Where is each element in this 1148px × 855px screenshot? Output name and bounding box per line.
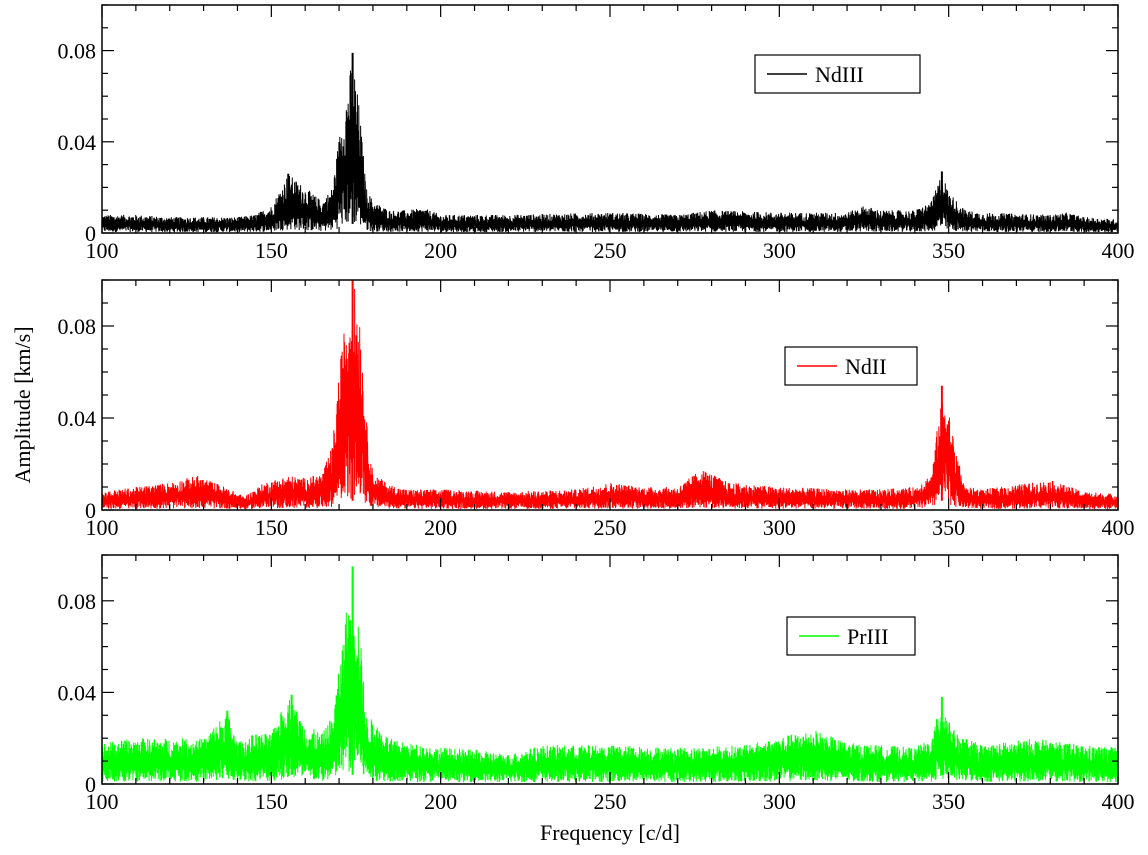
- y-tick-label: 0: [85, 221, 96, 246]
- x-tick-label: 200: [424, 238, 457, 263]
- x-tick-label: 400: [1102, 238, 1135, 263]
- series-ndii-line: [102, 288, 1118, 510]
- series-ndiii-line: [102, 66, 1118, 233]
- x-tick-label: 150: [255, 789, 288, 814]
- panel-ndii: 100 150 200 250 300 350 400 0 0.04 0.08 NdII: [58, 279, 1135, 540]
- x-tick-label: 250: [594, 515, 627, 540]
- x-tick-label: 200: [424, 515, 457, 540]
- x-tick-label: 100: [86, 238, 119, 263]
- x-tick-label: 250: [594, 238, 627, 263]
- x-tick-label: 350: [932, 789, 965, 814]
- y-tick-label: 0.08: [58, 314, 97, 339]
- plot-frame: [101, 279, 1119, 511]
- y-tick-label: 0.08: [58, 39, 97, 64]
- legend-label: NdIII: [815, 62, 864, 87]
- x-tick-label: 200: [424, 789, 457, 814]
- y-tick-label: 0.04: [58, 406, 97, 431]
- x-tick-label: 300: [763, 238, 796, 263]
- x-tick-label: 150: [255, 515, 288, 540]
- plot-frame: [101, 4, 1119, 234]
- legend-label: NdII: [845, 354, 887, 379]
- x-tick-label: 350: [932, 238, 965, 263]
- y-tick-label: 0.04: [58, 680, 97, 705]
- panel-priii: 100 150 200 250 300 350 400 0 0.04 0.08 PrIII: [58, 554, 1135, 814]
- x-tick-label: 300: [763, 789, 796, 814]
- x-tick-label: 150: [255, 238, 288, 263]
- y-axis-title: Amplitude [km/s]: [10, 326, 35, 483]
- y-tick-label: 0.08: [58, 589, 97, 614]
- y-tick-label: 0.04: [58, 130, 97, 155]
- x-tick-label: 300: [763, 515, 796, 540]
- x-tick-label: 400: [1102, 515, 1135, 540]
- x-axis-title: Frequency [c/d]: [540, 820, 680, 845]
- y-tick-label: 0: [85, 498, 96, 523]
- series-priii-line: [102, 576, 1118, 783]
- legend-label: PrIII: [847, 624, 889, 649]
- x-tick-label: 100: [86, 515, 119, 540]
- x-tick-label: 100: [86, 789, 119, 814]
- panel-ndiii: 100 150 200 250 300 350 400 0 0.04 0.08 NdIII: [58, 4, 1135, 263]
- x-tick-label: 250: [594, 789, 627, 814]
- x-tick-label: 350: [932, 515, 965, 540]
- x-tick-label: 400: [1102, 789, 1135, 814]
- y-tick-label: 0: [85, 772, 96, 797]
